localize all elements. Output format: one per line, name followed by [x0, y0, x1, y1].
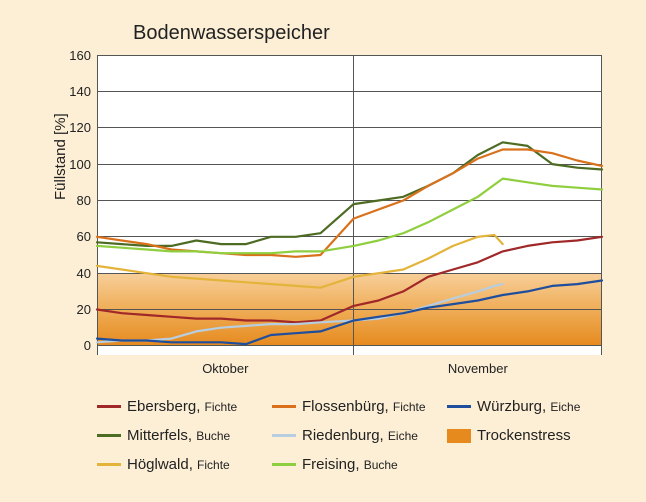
legend-label-sub: Buche — [196, 429, 230, 443]
legend-label-sub: Fichte — [393, 400, 426, 414]
series-line-würzburg — [97, 281, 602, 345]
legend-item: Ebersberg, Fichte — [97, 398, 237, 415]
y-tick-label: 140 — [57, 84, 91, 99]
series-line-höglwald — [97, 235, 503, 288]
legend-label-main: Ebersberg, — [127, 398, 200, 415]
legend-label-main: Riedenburg, — [302, 427, 384, 444]
legend-swatch-line — [97, 434, 121, 437]
legend-item: Würzburg, Eiche — [447, 398, 580, 415]
legend-label: Trockenstress — [477, 427, 571, 444]
y-tick-label: 100 — [57, 157, 91, 172]
legend-label: Flossenbürg, Fichte — [302, 398, 426, 415]
chart-title: Bodenwasserspeicher — [133, 22, 330, 45]
y-tick-label: 0 — [57, 338, 91, 353]
legend-label: Ebersberg, Fichte — [127, 398, 237, 415]
legend-item: Flossenbürg, Fichte — [272, 398, 426, 415]
legend-label: Würzburg, Eiche — [477, 398, 580, 415]
legend-swatch-box — [447, 429, 471, 443]
y-tick-label: 160 — [57, 48, 91, 63]
legend-swatch-line — [97, 463, 121, 466]
legend-label-sub: Fichte — [197, 458, 230, 472]
chart-card: BodenwasserspeicherFüllstand [%]02040608… — [0, 0, 646, 502]
series-line-mitterfels — [97, 142, 602, 246]
series-layer — [97, 55, 602, 355]
legend-swatch-line — [97, 405, 121, 408]
legend-label-sub: Eiche — [550, 400, 580, 414]
legend-label-sub: Fichte — [205, 400, 238, 414]
y-tick-label: 80 — [57, 193, 91, 208]
legend-label-main: Trockenstress — [477, 427, 571, 444]
y-tick-label: 60 — [57, 229, 91, 244]
legend-item: Mitterfels, Buche — [97, 427, 230, 444]
legend-swatch-line — [272, 434, 296, 437]
x-month-label: Oktober — [165, 361, 285, 376]
x-month-label: November — [418, 361, 538, 376]
legend-label: Freising, Buche — [302, 456, 398, 473]
legend-item: Trockenstress — [447, 427, 571, 444]
legend-swatch-line — [272, 405, 296, 408]
legend-swatch-line — [447, 405, 471, 408]
legend-item: Freising, Buche — [272, 456, 398, 473]
series-line-freising — [97, 179, 602, 254]
legend-swatch-line — [272, 463, 296, 466]
legend-label-main: Freising, — [302, 456, 360, 473]
legend-item: Höglwald, Fichte — [97, 456, 230, 473]
legend-label-main: Würzburg, — [477, 398, 546, 415]
series-line-flossenbürg — [97, 150, 602, 257]
legend-label-main: Flossenbürg, — [302, 398, 389, 415]
y-tick-label: 40 — [57, 266, 91, 281]
legend-label: Mitterfels, Buche — [127, 427, 230, 444]
legend-label: Riedenburg, Eiche — [302, 427, 418, 444]
legend-item: Riedenburg, Eiche — [272, 427, 418, 444]
y-tick-label: 120 — [57, 120, 91, 135]
legend-label-sub: Eiche — [388, 429, 418, 443]
legend-label: Höglwald, Fichte — [127, 456, 230, 473]
plot-area — [97, 55, 602, 355]
legend-label-main: Mitterfels, — [127, 427, 192, 444]
y-tick-label: 20 — [57, 302, 91, 317]
legend-label-main: Höglwald, — [127, 456, 193, 473]
legend-label-sub: Buche — [364, 458, 398, 472]
